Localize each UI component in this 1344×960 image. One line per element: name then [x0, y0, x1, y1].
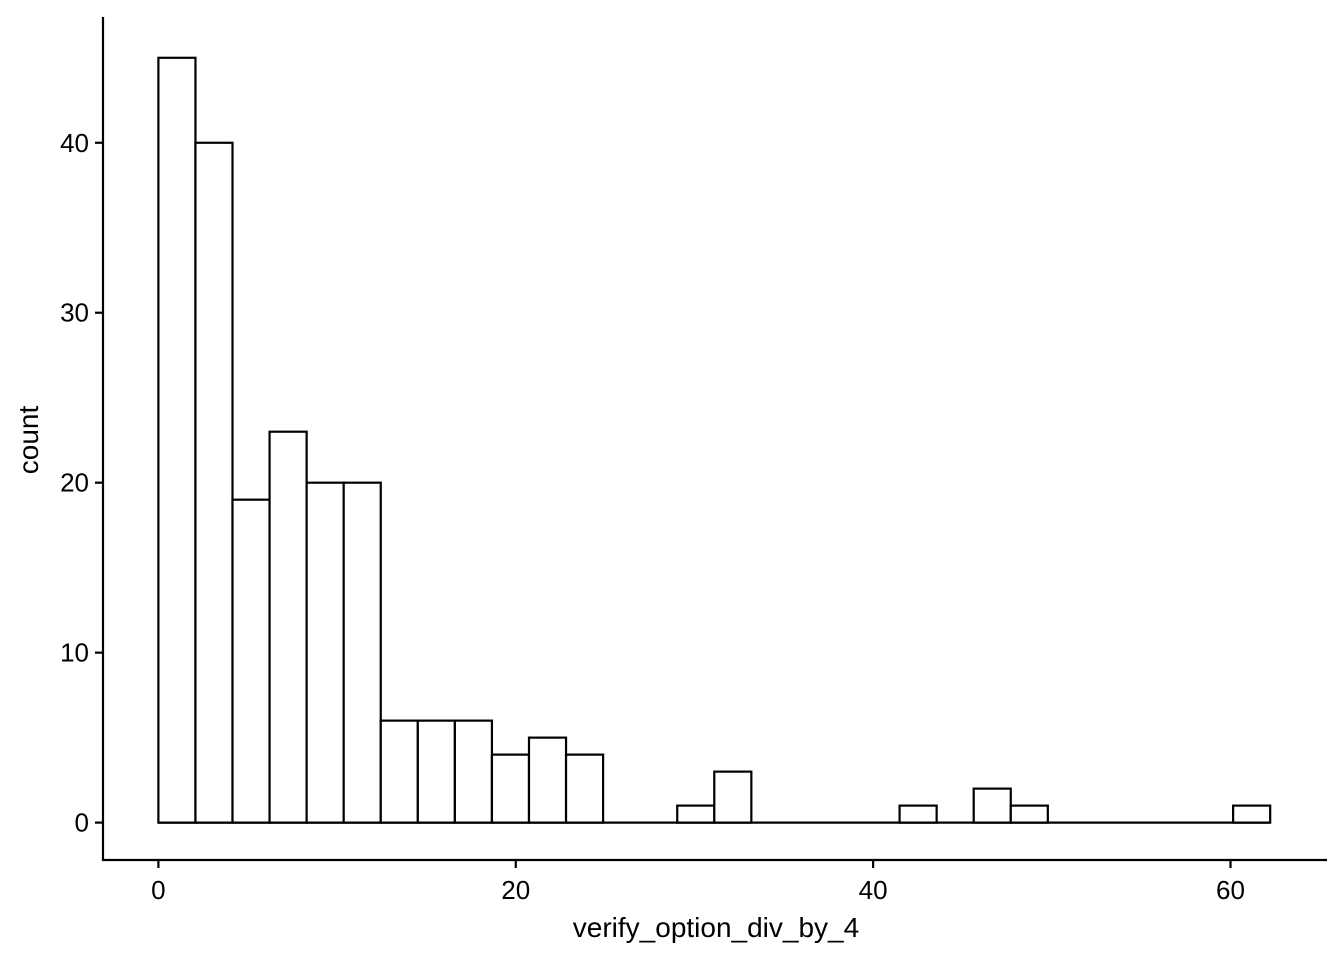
histogram-bar: [490, 753, 531, 824]
histogram-bar: [268, 430, 308, 824]
histogram-bar: [194, 141, 234, 824]
histogram-bar: [527, 736, 568, 824]
x-tick-label: 0: [151, 875, 165, 905]
histogram-bar: [564, 753, 605, 824]
histogram-bar: [453, 719, 494, 824]
y-tick-label: 10: [60, 638, 89, 668]
histogram-bar: [305, 481, 345, 824]
histogram-bar: [231, 498, 271, 824]
histogram-bar: [416, 719, 456, 824]
x-axis-ticks: 0 20 40 60: [151, 860, 1245, 905]
histogram-bar: [342, 481, 382, 824]
x-tick-label: 60: [1216, 875, 1245, 905]
y-tick-label: 30: [60, 298, 89, 328]
histogram-bar: [379, 719, 419, 824]
histogram-bars: [157, 56, 1272, 824]
histogram-bar: [898, 804, 938, 824]
histogram-bar: [1232, 804, 1272, 824]
y-axis-title: count: [13, 406, 44, 475]
x-axis-title: verify_option_div_by_4: [573, 912, 859, 943]
histogram-bar: [676, 804, 716, 824]
histogram-bar: [972, 787, 1012, 824]
histogram-bar: [713, 770, 753, 824]
x-tick-label: 40: [859, 875, 888, 905]
x-tick-label: 20: [501, 875, 530, 905]
y-tick-label: 20: [60, 468, 89, 498]
y-tick-label: 0: [75, 808, 89, 838]
histogram-bar: [157, 56, 197, 824]
histogram-bar: [1009, 804, 1049, 824]
y-tick-label: 40: [60, 128, 89, 158]
y-axis-ticks: 0 10 20 30 40: [60, 128, 103, 838]
